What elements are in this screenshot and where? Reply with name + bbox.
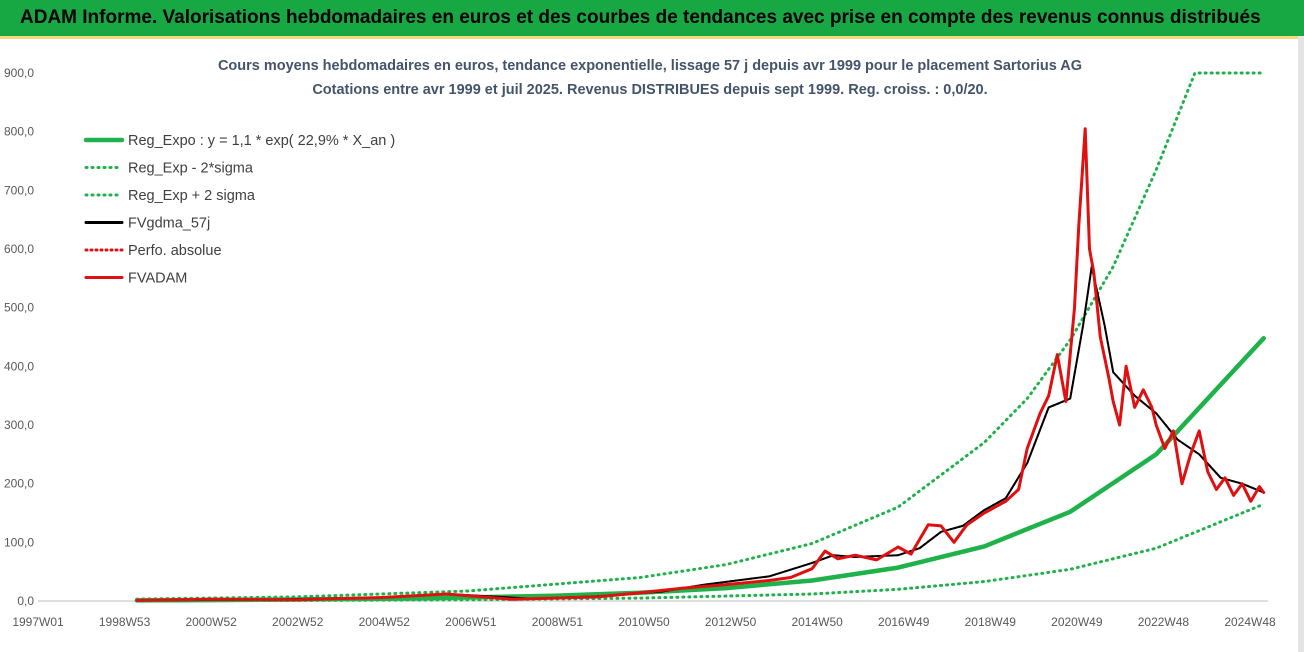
x-tick-label: 2000W52 [185, 615, 237, 629]
chart-title: Cours moyens hebdomadaires en euros, ten… [218, 58, 1082, 74]
x-tick-label: 1998W53 [99, 615, 151, 629]
x-tick-label: 2010W50 [618, 615, 670, 629]
y-tick-label: 400,0 [4, 359, 34, 373]
x-tick-label: 2012W50 [705, 615, 757, 629]
y-tick-label: 800,0 [4, 125, 34, 139]
x-tick-label: 2006W51 [445, 615, 497, 629]
x-tick-label: 2022W48 [1138, 615, 1190, 629]
y-tick-label: 600,0 [4, 242, 34, 256]
x-tick-label: 2024W48 [1224, 615, 1276, 629]
series-fvadam [135, 127, 1266, 602]
series-reg-expo [134, 335, 1266, 603]
y-axis: 0,0 100,0 200,0 300,0 400,0 500,0 600,0 700,0 80… [4, 66, 34, 608]
y-tick-label: 500,0 [4, 301, 34, 315]
x-tick-label: 2002W52 [272, 615, 324, 629]
y-tick-label: 900,0 [4, 66, 34, 80]
series-fvgdma-57j [135, 265, 1265, 602]
series-reg-exp-plus-2sigma [135, 71, 1266, 601]
x-tick-label: 2020W49 [1051, 615, 1103, 629]
report-header: ADAM Informe. Valorisations hebdomadaire… [0, 0, 1304, 36]
y-tick-label: 0,0 [17, 594, 34, 608]
legend-label: Reg_Exp - 2*sigma [128, 161, 254, 177]
y-tick-label: 200,0 [4, 477, 34, 491]
chart-subtitle: Cotations entre avr 1999 et juil 2025. R… [312, 82, 987, 98]
chart-frame-border [1298, 36, 1304, 652]
x-tick-label: 2004W52 [359, 615, 411, 629]
legend-label: Perfo. absolue [128, 243, 222, 259]
x-axis: 1997W01 1998W53 2000W52 2002W52 2004W52 2006W… [12, 600, 1276, 629]
plot-area [134, 71, 1266, 603]
x-tick-label: 2016W49 [878, 615, 930, 629]
y-tick-label: 300,0 [4, 418, 34, 432]
legend-label: Reg_Exp + 2 sigma [128, 188, 256, 204]
legend-label: FVADAM [128, 271, 187, 287]
legend-label: FVgdma_57j [128, 216, 210, 232]
y-tick-label: 100,0 [4, 535, 34, 549]
x-tick-label: 2018W49 [965, 615, 1017, 629]
series-perfo-absolue [135, 265, 1265, 602]
x-tick-label: 1997W01 [12, 615, 64, 629]
x-tick-label: 2014W50 [791, 615, 843, 629]
legend: Reg_Expo : y = 1,1 * exp( 22,9% * X_an )… [83, 133, 395, 287]
legend-label: Reg_Expo : y = 1,1 * exp( 22,9% * X_an ) [128, 133, 395, 149]
y-tick-label: 700,0 [4, 183, 34, 197]
x-tick-label: 2008W51 [532, 615, 584, 629]
